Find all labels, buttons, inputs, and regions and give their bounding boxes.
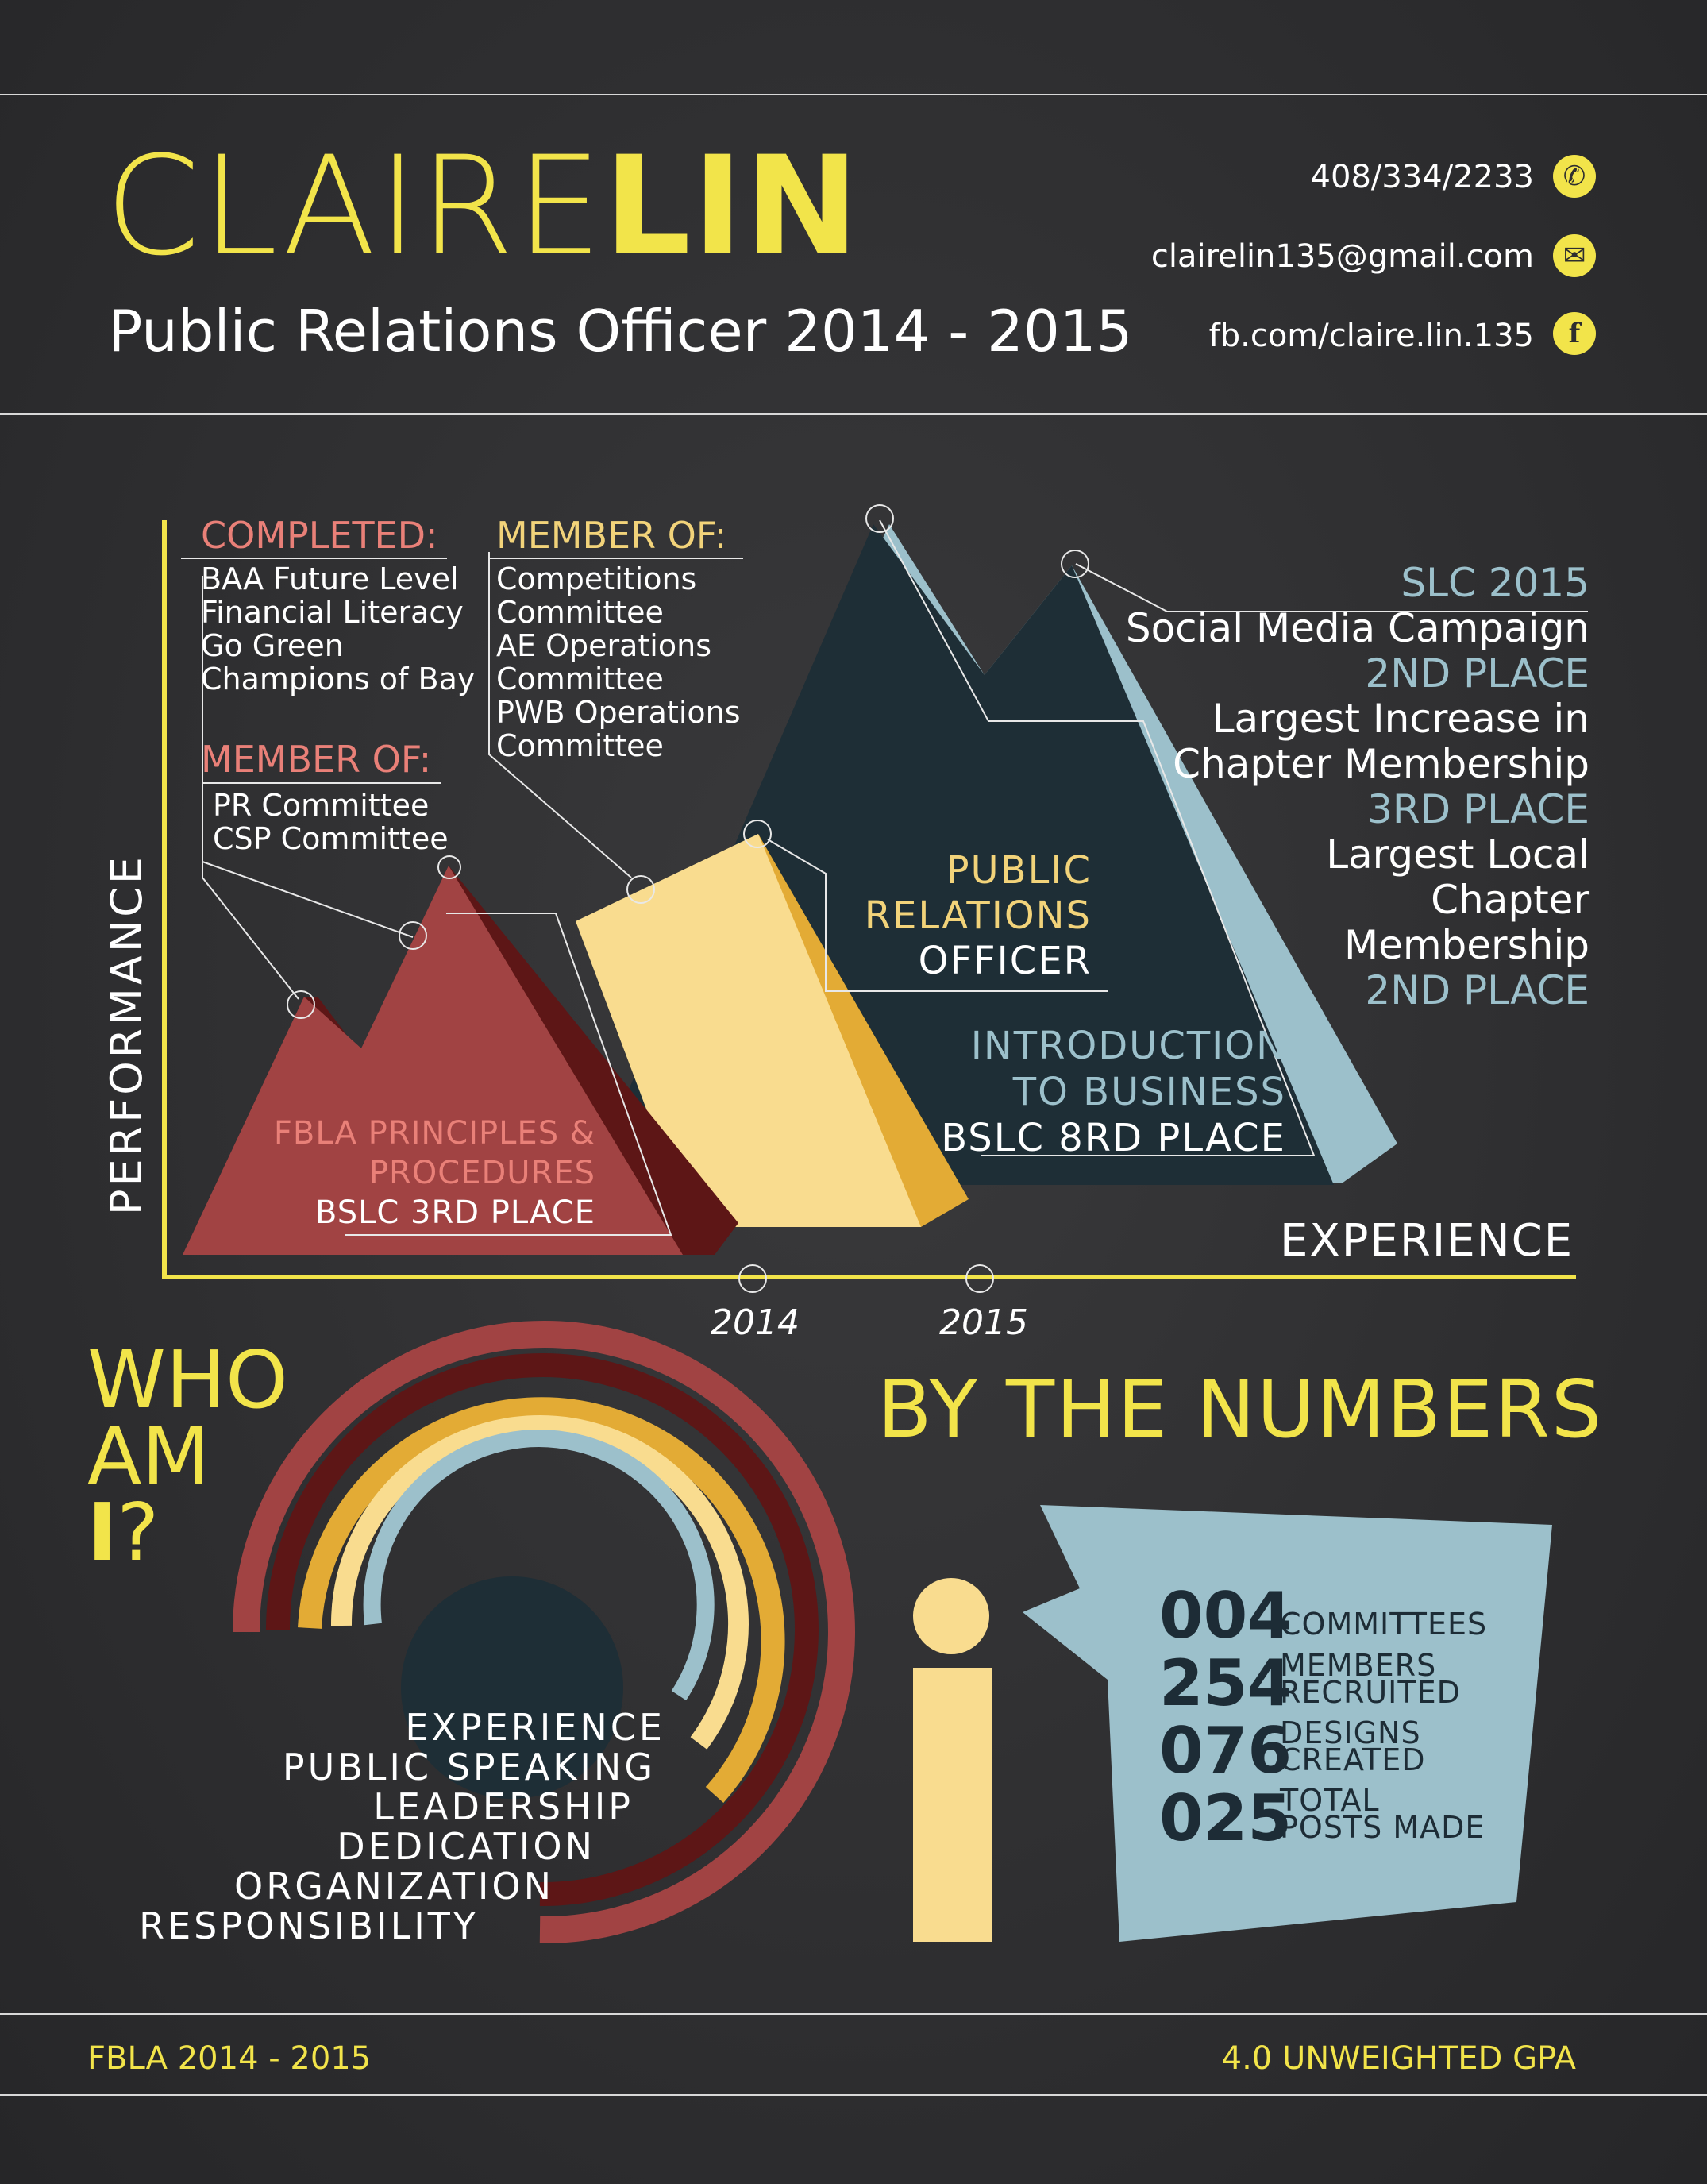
list-item: AE Operations	[496, 628, 711, 663]
stat-label: MEMBERS RECRUITED	[1280, 1648, 1461, 1710]
stat-label: COMMITTEES	[1280, 1607, 1488, 1642]
email-address[interactable]: clairelin135@gmail.com	[1150, 238, 1534, 275]
list-item: Committee	[496, 728, 664, 763]
header-top-rule	[0, 94, 1707, 95]
header-bottom-rule	[0, 413, 1707, 415]
list-item: CSP Committee	[213, 821, 449, 856]
list-item: Go Green	[201, 628, 344, 663]
member-of-heading-2: MEMBER OF:	[496, 514, 727, 557]
intro-business-label: INTRODUCTION TO BUSINESS BSLC 8RD PLACE	[941, 1024, 1286, 1160]
email-icon: ✉	[1553, 234, 1596, 277]
info-dot	[913, 1578, 989, 1654]
footer-left: FBLA 2014 - 2015	[87, 2040, 372, 2077]
red-mountain	[183, 866, 683, 1255]
arc-leadership	[298, 1397, 785, 1803]
list-item: PUBLIC SPEAKING	[282, 1746, 656, 1788]
list-item: RESPONSIBILITY	[139, 1904, 479, 1947]
list-item: LEADERSHIP	[373, 1785, 634, 1828]
x-axis-label: EXPERIENCE	[1280, 1215, 1574, 1267]
list-item: PWB Operations	[496, 695, 741, 730]
list-item: BAA Future Level	[201, 561, 459, 596]
red-mountain-shade	[449, 866, 738, 1255]
footer-top-rule	[0, 2013, 1707, 2015]
last-name: LIN	[603, 126, 861, 286]
full-name: CLAIRELIN	[105, 135, 861, 278]
who-am-i-title: WHO AM I?	[87, 1333, 288, 1579]
facebook-icon: f	[1553, 312, 1596, 355]
stat-members-recruited: 254	[1159, 1646, 1292, 1720]
list-item: Champions of Bay	[201, 662, 476, 696]
list-item: Financial Literacy	[201, 595, 464, 630]
arc-responsibility	[233, 1321, 855, 1944]
year-2015-label: 2015	[939, 1302, 1028, 1343]
speech-bubble	[1023, 1505, 1552, 1942]
list-item: Committee	[496, 595, 664, 630]
footer-right: 4.0 UNWEIGHTED GPA	[1221, 2040, 1576, 2077]
phone-icon: ✆	[1553, 155, 1596, 198]
info-stem	[913, 1668, 992, 1942]
by-the-numbers-title: BY THE NUMBERS	[877, 1363, 1604, 1456]
list-item: PR Committee	[213, 788, 430, 823]
fbla-label: FBLA PRINCIPLES & PROCEDURES BSLC 3RD PL…	[273, 1115, 595, 1231]
slc-awards: SLC 2015 Social Media Campaign 2ND PLACE…	[1125, 560, 1589, 1013]
arc-organization	[266, 1353, 819, 1907]
member-of-heading-1: MEMBER OF:	[201, 738, 432, 781]
list-item: DEDICATION	[337, 1825, 595, 1868]
stat-posts-made: 025	[1159, 1781, 1292, 1855]
arc-experience	[363, 1430, 715, 1700]
list-item: Competitions	[496, 561, 697, 596]
completed-heading: COMPLETED:	[201, 514, 438, 557]
list-item: EXPERIENCE	[405, 1706, 665, 1749]
stat-designs-created: 076	[1159, 1714, 1292, 1788]
completed-list: BAA Future Level Financial Literacy Go G…	[201, 562, 475, 696]
member-of-list-2: Competitions Committee AE Operations Com…	[496, 562, 741, 762]
stat-committees: 004	[1159, 1579, 1292, 1653]
year-2014-label: 2014	[711, 1302, 800, 1343]
pr-officer-label: PUBLIC RELATIONS OFFICER	[864, 848, 1092, 983]
facebook-link[interactable]: fb.com/claire.lin.135	[1208, 318, 1534, 354]
role-subtitle: Public Relations Officer 2014 - 2015	[108, 298, 1133, 365]
stat-label: TOTAL POSTS MADE	[1280, 1783, 1485, 1845]
footer-bottom-rule	[0, 2094, 1707, 2096]
arc-center-disc	[401, 1576, 623, 1799]
gold-block	[576, 834, 921, 1227]
trait-list: EXPERIENCE PUBLIC SPEAKING LEADERSHIP DE…	[139, 1707, 665, 1946]
list-item: Committee	[496, 662, 664, 696]
first-name: CLAIRE	[105, 126, 604, 286]
phone-number: 408/334/2233	[1310, 159, 1534, 195]
arc-public-speaking	[330, 1415, 749, 1750]
member-of-list-1: PR Committee CSP Committee	[213, 789, 449, 855]
list-item: ORGANIZATION	[234, 1865, 554, 1908]
stat-label: DESIGNS CREATED	[1280, 1715, 1426, 1777]
